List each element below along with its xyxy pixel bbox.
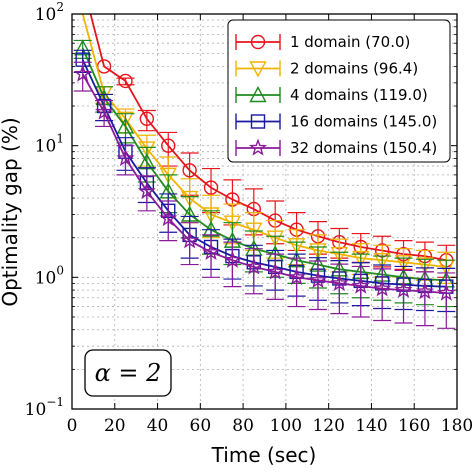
marker-star <box>415 282 434 300</box>
marker-triangle-down <box>180 190 199 208</box>
legend-item-5: 32 domains (150.4) <box>235 138 437 157</box>
marker-triangle-down <box>116 111 135 128</box>
marker-triangle-down <box>309 243 327 260</box>
marker-triangle-down <box>138 141 156 158</box>
x-axis-label: Time (sec) <box>211 443 317 467</box>
marker-star <box>330 273 349 292</box>
marker-star <box>287 267 306 286</box>
marker-circle <box>250 34 266 50</box>
marker-triangle-down <box>416 257 434 274</box>
marker-star <box>373 279 392 297</box>
marker-circle <box>182 163 197 178</box>
legend-item-1: 1 domain (70.0) <box>235 33 410 51</box>
legend-items: 1 domain (70.0) 2 domains (96.4) 4 domains… <box>235 33 437 157</box>
marker-triangle-up <box>116 117 135 134</box>
y-tick-label: 100 <box>35 263 64 288</box>
marker-star <box>244 257 263 275</box>
y-axis-label: Optimality gap (%) <box>0 117 22 306</box>
marker-star <box>351 276 370 294</box>
marker-star <box>180 231 199 249</box>
marker-star <box>394 280 413 298</box>
marker-triangle-down <box>287 238 306 255</box>
marker-star <box>308 270 328 288</box>
x-tick-label: 0 <box>67 416 78 436</box>
marker-triangle-down <box>245 222 263 239</box>
y-tick-label: 10−1 <box>25 395 64 420</box>
legend-box <box>227 19 451 163</box>
legend-label: 32 domains (150.4) <box>290 139 437 157</box>
legend-label: 2 domains (96.4) <box>290 60 418 78</box>
marker-star <box>116 148 135 167</box>
x-tick-label: 40 <box>147 416 169 436</box>
y-tick-label: 102 <box>35 0 64 25</box>
marker-star <box>201 242 221 260</box>
legend-label: 4 domains (119.0) <box>290 86 428 104</box>
alpha-annotation: α = 2 <box>84 349 172 397</box>
series-line <box>89 14 447 262</box>
legend-label: 16 domains (145.0) <box>290 113 437 131</box>
marker-triangle-down <box>352 250 370 268</box>
x-tick-label: 180 <box>441 416 473 436</box>
y-ticks: 10−1 100 101 102 <box>25 0 457 420</box>
marker-star <box>137 181 156 200</box>
marker-triangle-down <box>394 255 413 272</box>
marker-triangle-down <box>249 61 267 78</box>
legend-item-2: 2 domains (96.4) <box>235 60 418 78</box>
x-tick-label: 120 <box>312 416 344 436</box>
marker-square <box>250 114 266 129</box>
marker-circle <box>161 138 176 153</box>
marker-star <box>266 262 285 280</box>
x-tick-label: 80 <box>232 416 254 436</box>
marker-star <box>437 283 456 301</box>
series-line <box>81 59 447 288</box>
marker-triangle-down <box>373 252 391 270</box>
x-tick-label: 60 <box>190 416 212 436</box>
legend-label: 1 domain (70.0) <box>290 33 410 51</box>
series-layer <box>73 14 456 329</box>
marker-triangle-down <box>266 230 284 247</box>
x-tick-label: 140 <box>355 416 387 436</box>
x-tick-label: 100 <box>270 416 302 436</box>
marker-circle <box>139 111 155 126</box>
marker-triangle-up <box>249 86 267 103</box>
marker-star <box>95 102 114 120</box>
legend: 1 domain (70.0) 2 domains (96.4) 4 domains… <box>227 19 451 163</box>
series-4 <box>73 49 456 313</box>
marker-star <box>73 64 92 82</box>
marker-star <box>248 138 268 156</box>
alpha-annotation-text: α = 2 <box>95 359 162 387</box>
marker-star <box>159 208 178 227</box>
marker-circle <box>203 180 219 195</box>
alpha-annotation-box <box>84 349 172 397</box>
marker-triangle-down <box>202 207 220 224</box>
plot-frame <box>71 13 458 410</box>
legend-item-4: 16 domains (145.0) <box>235 113 437 131</box>
marker-circle <box>118 73 133 89</box>
x-tick-label: 160 <box>398 416 430 436</box>
marker-triangle-down <box>330 246 349 264</box>
x-ticks: 0 20 40 60 80 100 120 140 160 180 <box>67 14 473 436</box>
legend-item-3: 4 domains (119.0) <box>235 86 428 104</box>
marker-star <box>223 250 242 268</box>
y-tick-label: 101 <box>35 132 64 157</box>
x-tick-label: 20 <box>104 416 126 436</box>
series-5 <box>73 61 456 329</box>
